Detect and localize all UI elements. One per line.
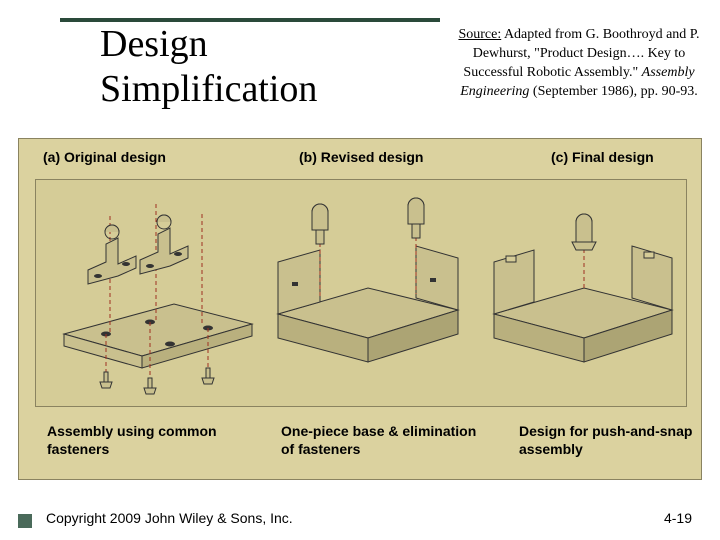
bracket-right-b xyxy=(408,198,424,238)
source-citation: Source: Adapted from G. Boothroyd and P.… xyxy=(444,26,714,102)
column-desc-c: Design for push-and-snap assembly xyxy=(519,423,719,458)
copyright-text: Copyright 2009 John Wiley & Sons, Inc. xyxy=(46,510,293,526)
column-label-c: (c) Final design xyxy=(551,149,654,165)
bracket-right-a xyxy=(140,215,188,274)
column-desc-b: One-piece base & elimination of fastener… xyxy=(281,423,481,458)
base-plate-a xyxy=(64,304,252,368)
title-line-2: Simplification xyxy=(100,68,317,110)
diagram-inner-panel xyxy=(35,179,687,407)
bracket-left-b xyxy=(312,204,328,244)
bracket-left-a xyxy=(88,225,136,284)
bolt-3 xyxy=(202,368,214,384)
base-b xyxy=(278,246,458,362)
column-label-a: (a) Original design xyxy=(43,149,166,165)
bolt-1 xyxy=(100,372,112,388)
insert-c xyxy=(572,214,596,250)
assembly-diagrams xyxy=(36,180,688,408)
bolt-2 xyxy=(144,378,156,394)
corner-accent xyxy=(18,514,32,528)
column-label-b: (b) Revised design xyxy=(299,149,423,165)
base-c xyxy=(494,246,672,362)
title-line-1: Design xyxy=(100,23,208,65)
page-number: 4-19 xyxy=(664,510,692,526)
diagram-panel: (a) Original design (b) Revised design (… xyxy=(18,138,702,480)
slide-title: Design Simplification xyxy=(100,22,317,112)
column-desc-a: Assembly using common fasteners xyxy=(47,423,247,458)
